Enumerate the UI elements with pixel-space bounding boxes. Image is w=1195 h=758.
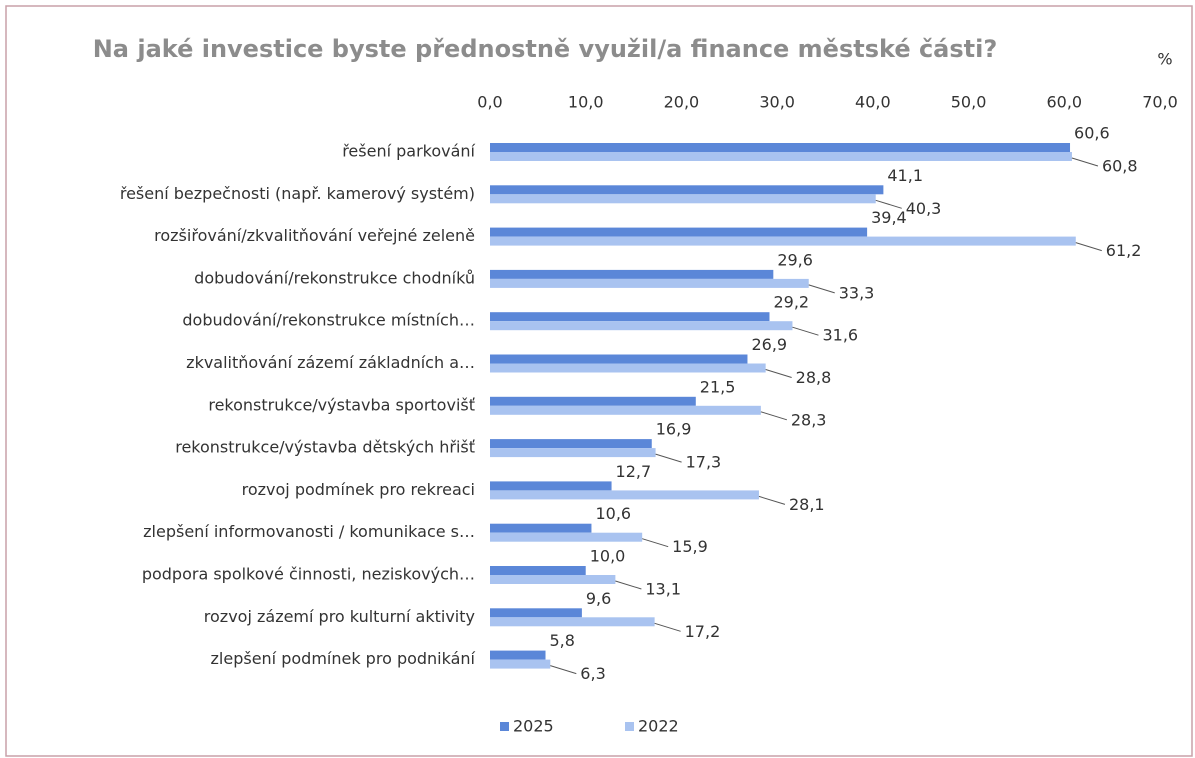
bar	[490, 354, 748, 364]
x-tick-label: 60,0	[1046, 93, 1082, 112]
legend-swatch	[625, 722, 634, 731]
bar	[490, 481, 612, 491]
value-label: 9,6	[586, 589, 611, 608]
leader-line	[655, 453, 682, 463]
y-tick-label: zlepšení informovanosti / komunikace s…	[143, 522, 475, 541]
bar	[490, 523, 592, 533]
bar	[490, 405, 761, 415]
bar	[490, 363, 766, 373]
value-label: 17,3	[686, 453, 722, 472]
leader-line	[792, 326, 819, 336]
bar	[490, 396, 696, 406]
y-tick-label: zlepšení podmínek pro podnikání	[211, 649, 476, 668]
value-label: 28,8	[796, 368, 832, 387]
unit-label: %	[1157, 50, 1172, 69]
value-label: 28,1	[789, 495, 825, 514]
bar	[490, 227, 868, 237]
bar	[490, 194, 876, 204]
y-tick-label: rekonstrukce/výstavba dětských hřišť	[175, 438, 475, 457]
leader-line	[875, 199, 902, 209]
bar	[490, 439, 652, 449]
y-tick-label: dobudování/rekonstrukce chodníků	[194, 268, 475, 287]
value-label: 13,1	[645, 580, 681, 599]
value-label: 10,6	[595, 504, 631, 523]
leader-line	[1075, 242, 1102, 252]
x-tick-label: 20,0	[664, 93, 700, 112]
leader-line	[758, 495, 786, 505]
value-label: 29,6	[777, 250, 813, 269]
y-tick-label: dobudování/rekonstrukce místních…	[182, 311, 475, 330]
bar	[490, 532, 643, 542]
bar	[490, 650, 546, 660]
value-label: 39,4	[871, 208, 907, 227]
legend-label: 2025	[513, 717, 554, 736]
value-label: 16,9	[656, 420, 692, 439]
y-tick-label: rozvoj zázemí pro kulturní aktivity	[204, 607, 475, 626]
bar	[490, 659, 551, 669]
bar	[490, 312, 770, 322]
value-label: 29,2	[773, 293, 809, 312]
value-label: 10,0	[590, 547, 626, 566]
y-tick-label: řešení parkování	[342, 142, 475, 161]
chart-title: Na jaké investice byste přednostně využi…	[93, 35, 998, 63]
value-label: 6,3	[580, 664, 605, 683]
bar	[490, 269, 774, 279]
legend-swatch	[500, 722, 509, 731]
value-label: 60,6	[1074, 124, 1110, 143]
x-tick-label: 10,0	[568, 93, 604, 112]
y-tick-label: zkvalitňování zázemí základních a…	[186, 353, 475, 372]
leader-line	[642, 538, 669, 548]
value-label: 5,8	[550, 631, 575, 650]
value-label: 26,9	[751, 335, 787, 354]
value-label: 41,1	[887, 166, 923, 185]
x-tick-label: 70,0	[1142, 93, 1178, 112]
bar	[490, 278, 809, 288]
value-label: 31,6	[822, 326, 858, 345]
bar	[490, 566, 586, 575]
leader-line	[615, 580, 642, 590]
leader-line	[1071, 157, 1099, 167]
value-label: 12,7	[616, 462, 652, 481]
bar	[490, 185, 884, 195]
bar	[490, 608, 582, 618]
value-label: 33,3	[839, 283, 875, 302]
y-tick-label: rozvoj podmínek pro rekreaci	[242, 480, 475, 499]
bar	[490, 321, 793, 331]
y-tick-label: rozšiřování/zkvalitňování veřejné zeleně	[154, 226, 475, 245]
leader-line	[654, 622, 681, 632]
bar	[490, 575, 616, 584]
y-tick-label: rekonstrukce/výstavba sportovišť	[208, 395, 475, 414]
bar	[490, 236, 1076, 246]
legend-label: 2022	[638, 717, 679, 736]
value-label: 15,9	[672, 537, 708, 556]
x-tick-label: 40,0	[855, 93, 891, 112]
value-label: 60,8	[1102, 157, 1138, 176]
bar	[490, 448, 656, 458]
bar	[490, 617, 655, 627]
leader-line	[760, 411, 788, 421]
value-label: 17,2	[685, 622, 721, 641]
bar	[490, 152, 1072, 161]
value-label: 61,2	[1106, 241, 1142, 260]
leader-line	[550, 665, 577, 675]
leader-line	[808, 284, 835, 294]
value-label: 21,5	[700, 377, 736, 396]
x-tick-label: 50,0	[951, 93, 987, 112]
bar	[490, 490, 759, 500]
x-tick-label: 30,0	[759, 93, 795, 112]
x-tick-label: 0,0	[477, 93, 502, 112]
leader-line	[765, 369, 792, 378]
bar	[490, 143, 1071, 152]
value-label: 40,3	[906, 199, 942, 218]
value-label: 28,3	[791, 410, 827, 429]
frame	[5, 5, 1193, 757]
y-tick-label: řešení bezpečnosti (např. kamerový systé…	[120, 184, 475, 203]
y-tick-label: podpora spolkové činnosti, neziskových…	[142, 565, 475, 584]
